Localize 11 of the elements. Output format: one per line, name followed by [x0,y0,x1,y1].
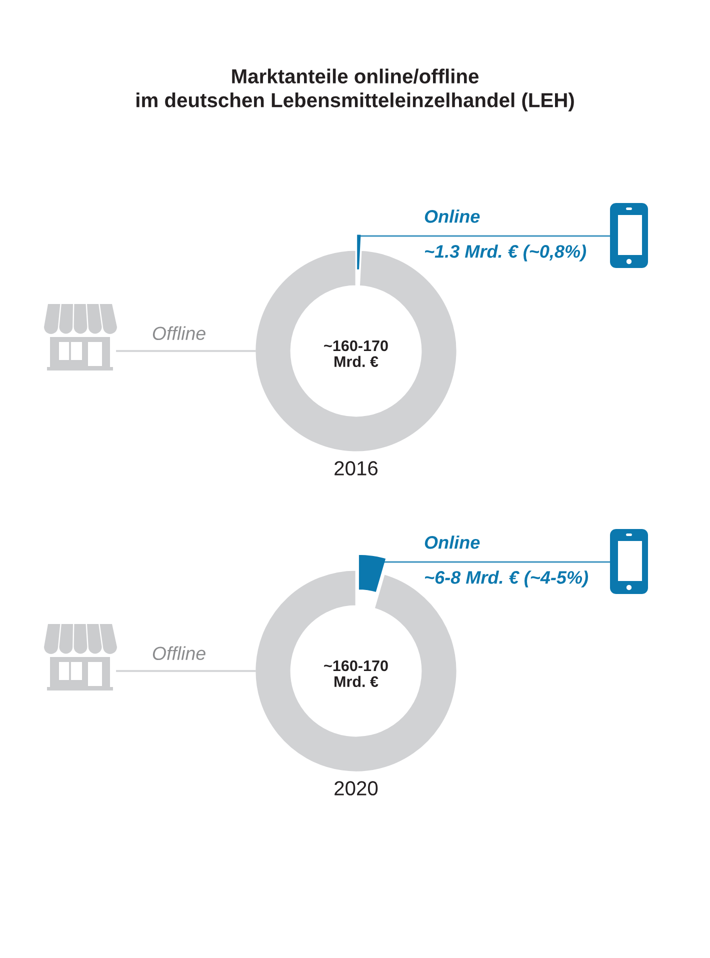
chart-title: Marktanteile online/offline im deutschen Lebensmitteleinzelhandel (LEH) [136,68,574,112]
text: ~160-170 Mrd. € [324,660,388,688]
data-label: ~6-8 Mrd. € (~4-5%) [425,570,588,588]
text: 2016 [334,461,378,476]
slice-label: Online [424,536,480,549]
slice-label: Offline [152,326,206,340]
slice-label: Online [424,210,480,223]
slice-label: Offline [152,646,206,660]
data-label: ~1.3 Mrd. € (~0,8%) [425,244,586,262]
text: ~160-170 Mrd. € [324,340,388,368]
text: 2020 [334,781,378,796]
